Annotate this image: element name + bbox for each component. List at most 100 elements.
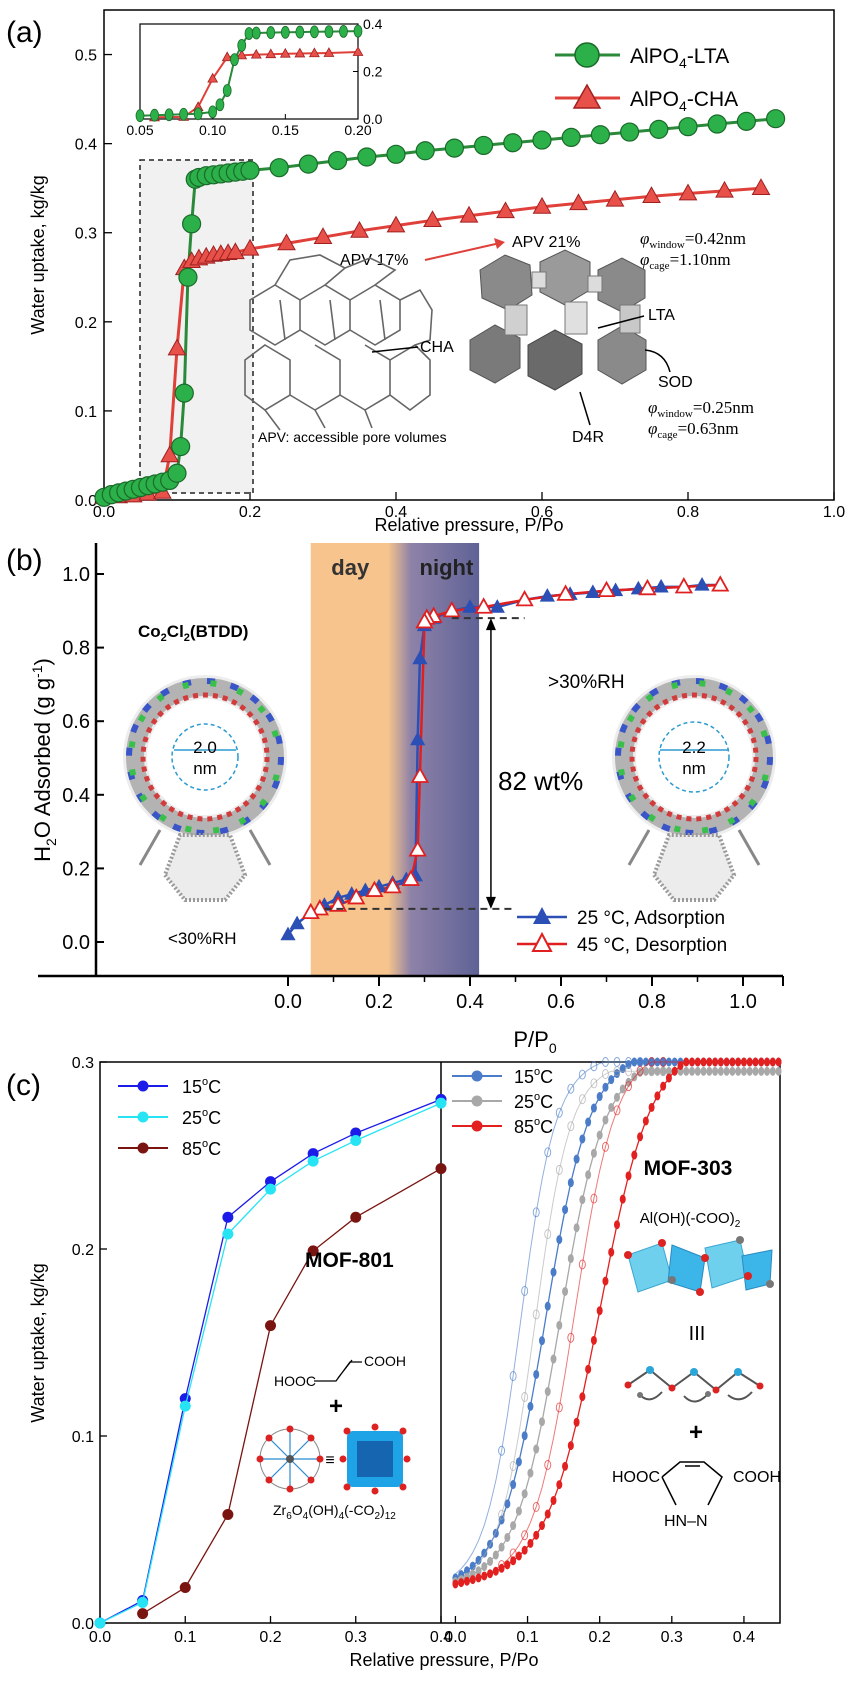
cha-marker — [423, 210, 442, 228]
d4r-pointer — [579, 391, 591, 426]
mof303-desorption-marker — [521, 1392, 529, 1402]
mof303-adsorption-marker — [487, 1556, 494, 1566]
right-x-tick-label: 0.3 — [661, 1629, 683, 1646]
mof303-adsorption-marker — [481, 1548, 488, 1558]
legend-m25-marker — [471, 1095, 483, 1107]
adsorption-marker — [280, 926, 296, 941]
mof303-adsorption-marker — [498, 1542, 505, 1552]
mof303-adsorption-marker — [452, 1579, 459, 1589]
mof303-ligand-drawing — [624, 1366, 764, 1403]
mof303-adsorption-marker — [642, 1116, 649, 1126]
left-x-tick-label: 0.1 — [174, 1629, 196, 1646]
pore-right-value: 2.2 — [682, 738, 706, 757]
mof303-adsorption-marker — [562, 1461, 569, 1471]
mof303-adsorption-marker — [764, 1057, 771, 1067]
inset-cha-marker — [236, 49, 248, 60]
cha-marker — [160, 445, 180, 463]
legend-c15-label: 15oC — [182, 1076, 221, 1097]
mof303-plus: + — [689, 1419, 703, 1446]
mof303-adsorption-marker — [556, 1480, 563, 1490]
lta-marker — [736, 111, 757, 131]
legend-m25-label: 25oC — [514, 1091, 553, 1112]
panel-a-legend: AlPO4-LTA AlPO4-CHA — [555, 42, 738, 114]
mof303-adsorption-marker — [521, 1545, 528, 1555]
legend-c15-marker — [137, 1080, 149, 1092]
cha-marker — [225, 242, 245, 260]
legend-lta-marker — [574, 42, 600, 68]
desorption-marker — [410, 766, 430, 783]
mof303-adsorption-marker — [544, 1509, 551, 1519]
right-x-tick-label: 0.1 — [516, 1629, 538, 1646]
linker-a-text: HOOC — [612, 1469, 660, 1486]
mof303-desorption-marker — [521, 1530, 529, 1541]
right-x-tick-label: 0.4 — [733, 1629, 755, 1646]
left-y-tick-label: 0.3 — [72, 1055, 94, 1072]
pyrazole-linker: HOOC COOH HN–N — [612, 1461, 781, 1530]
mof303-adsorption-marker — [608, 1075, 615, 1085]
mof303-adsorption-marker — [700, 1066, 707, 1076]
inset-cha-marker — [294, 47, 306, 58]
desorption-marker — [556, 584, 575, 601]
mof303-adsorption-marker — [521, 1431, 528, 1441]
mof303-adsorption-marker — [648, 1102, 655, 1112]
y-tick-label: 0.0 — [75, 493, 97, 510]
x-tick-label: 0.2 — [239, 504, 261, 521]
lta-marker — [649, 119, 669, 139]
inset-cha-marker — [279, 47, 291, 58]
linker-left-text: HOOC — [274, 1373, 316, 1389]
panel-label-b: (b) — [6, 544, 43, 577]
mof801-marker — [179, 1400, 191, 1412]
inset-lta-marker — [309, 25, 319, 39]
linker-c-text: HN–N — [664, 1513, 708, 1530]
mof303-equiv: III — [689, 1323, 706, 1345]
mof303-desorption-marker — [544, 1147, 552, 1158]
mof303-adsorption-marker — [752, 1057, 759, 1067]
cha-marker — [751, 178, 771, 195]
lta-label: LTA — [648, 307, 675, 324]
mof801-marker — [265, 1320, 276, 1332]
desorption-marker — [597, 580, 616, 598]
mof303-adsorption-marker — [619, 1064, 626, 1074]
desorption-marker — [442, 600, 461, 618]
mof303-desorption-marker — [544, 1229, 552, 1239]
mof-compound-label: Co2Cl2(BTDD) — [138, 622, 248, 644]
sod-label: SOD — [658, 374, 693, 391]
mof303-adsorption-marker — [769, 1057, 776, 1067]
x-tick-label: 0.0 — [93, 504, 115, 521]
mof303-adsorption-marker — [758, 1066, 765, 1076]
mof303-adsorption-marker — [752, 1066, 759, 1076]
mof303-adsorption-marker — [481, 1571, 488, 1581]
panel-a-inset: 0.05 0.10 0.15 0.200.0 0.2 0.4 — [126, 16, 382, 138]
lta-marker — [386, 144, 406, 164]
lta-marker — [298, 154, 318, 174]
mof303-adsorption-marker — [706, 1057, 713, 1067]
mof303-adsorption-marker — [567, 1254, 574, 1264]
mof303-adsorption-marker — [550, 1267, 557, 1277]
right-x-tick-label: 0.0 — [444, 1629, 466, 1646]
legend-m85-marker — [471, 1120, 483, 1132]
inset-lta-marker — [251, 26, 261, 40]
pore-left-value: 2.0 — [193, 738, 217, 757]
left-y-tick-label: 0.2 — [72, 1242, 94, 1259]
inset-lta-marker — [222, 84, 232, 97]
apv-note: APV: accessible pore volumes — [258, 429, 447, 445]
mof303-adsorption-marker — [510, 1480, 517, 1490]
mof303-adsorption-marker — [735, 1066, 742, 1076]
cha-label: CHA — [420, 339, 454, 356]
mof303-adsorption-marker — [608, 1102, 615, 1112]
mof303-adsorption-marker — [550, 1495, 557, 1505]
cha-marker — [386, 215, 406, 233]
adsorption-marker — [694, 577, 710, 591]
mof801-marker — [179, 1581, 191, 1593]
d4r-label: D4R — [572, 429, 604, 446]
legend-c25-label: 25oC — [182, 1107, 221, 1128]
mof303-adsorption-marker — [590, 1148, 597, 1158]
mof303-adsorption-marker — [579, 1195, 586, 1205]
x-tick-label: 0.4 — [456, 991, 484, 1013]
lta-marker — [444, 138, 464, 158]
mof303-adsorption-marker — [683, 1066, 690, 1076]
inset-lta-marker — [324, 25, 334, 39]
mof303-adsorption-marker — [533, 1369, 540, 1379]
inset-lta-marker — [295, 25, 305, 39]
cha-marker — [532, 196, 552, 214]
